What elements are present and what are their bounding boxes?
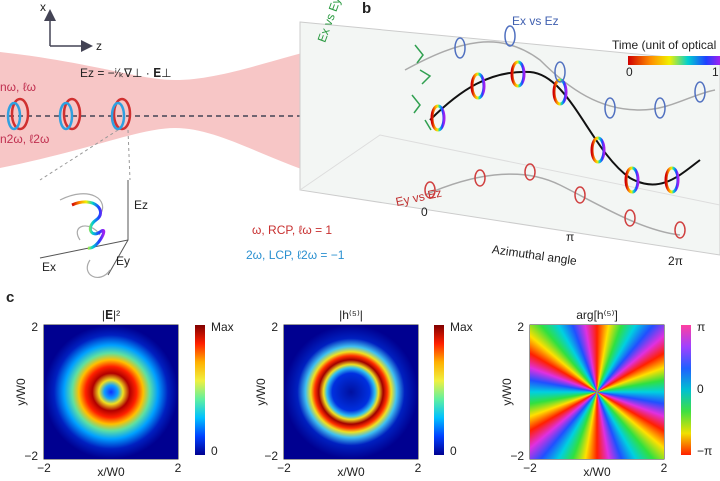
polarization-ellipse [10,97,30,131]
trajectory-3d [71,200,106,250]
y-tick-label: 2 [271,320,278,334]
y-tick-label: 2 [517,320,524,334]
zoom-line [127,129,131,181]
projection-curve [404,41,716,111]
colorbar-label: 0 [211,444,218,458]
polarization-loops [430,60,680,194]
x-tick-label: 2 [175,461,182,475]
projection-label: Ex vs Ez [512,14,559,28]
colorbar [434,325,444,455]
inset-axes [39,180,129,259]
x-axis-label: x/W0 [583,465,611,479]
projection-curve [424,173,681,236]
colorbar-label: π [697,320,705,334]
projection-loops [424,163,686,239]
plot-title: |h⁽⁵⁾| [339,308,363,322]
inset-label: Ex [42,260,56,274]
polarization-ellipse [6,101,22,131]
colorbar-label: −π [697,444,712,458]
y-tick-label: −2 [24,449,38,463]
colorbar [681,325,691,455]
y-tick-label: 2 [31,320,38,334]
projection-loops [454,25,706,119]
heatmap [530,325,664,459]
colorbar-title: Time (unit of optical [612,38,716,52]
beam-label: n2ω, ℓ2ω [0,132,49,146]
colorbar-label: 1 [712,65,719,79]
colorbar-label: 0 [697,382,704,396]
plot-title: arg[h⁽⁵⁾] [576,308,618,322]
x-tick-label: −2 [37,461,51,475]
trajectory [429,70,701,186]
polarization-ellipse [112,97,132,131]
inset-label: Ey [116,254,130,268]
panel-label: b [362,0,371,17]
polarization-ellipse [62,97,82,131]
polarization-ellipse [58,101,74,131]
legend-text: ω, RCP, ℓω = 1 [252,223,332,237]
x-axis-label: x/W0 [337,465,365,479]
y-tick-label: −2 [264,449,278,463]
polarization-ellipse [110,101,126,131]
colorbar-label: 0 [450,444,457,458]
axis-tick-label: 0 [421,205,428,219]
heatmap [44,325,178,459]
axis-label: Azimuthal angle [491,242,578,268]
plot-box [299,21,720,256]
axis-tick-label: 2π [668,254,683,268]
y-axis-label: y/W0 [500,378,514,406]
y-tick-label: −2 [510,449,524,463]
panel-label: c [6,289,14,306]
inset-label: Ez [134,198,148,212]
plot-title: |𝐄|² [102,308,120,322]
inset-axes [107,239,129,276]
beam-label: nω, ℓω [0,80,36,94]
x-tick-label: 2 [415,461,422,475]
heatmap [284,325,418,459]
x-tick-label: −2 [523,461,537,475]
colorbar-label: Max [450,320,473,334]
equation: Ez = −ⁱ⁄ₖ∇⊥ · 𝐄⊥ [80,66,172,80]
colorbar [195,325,205,455]
legend-text: 2ω, LCP, ℓ2ω = −1 [246,248,345,262]
axis-label: x [40,0,46,14]
axis-tick-label: π [566,230,574,244]
x-axis-label: x/W0 [97,465,125,479]
axis-label: z [96,39,102,53]
projection-loops [411,44,432,131]
plot-floor [299,134,720,206]
beam [0,46,330,178]
x-tick-label: 2 [661,461,668,475]
colorbar [628,56,720,65]
y-axis-label: y/W0 [254,378,268,406]
x-tick-label: −2 [277,461,291,475]
colorbar-label: Max [211,320,234,334]
colorbar-label: 0 [626,65,633,79]
y-axis-label: y/W0 [14,378,28,406]
